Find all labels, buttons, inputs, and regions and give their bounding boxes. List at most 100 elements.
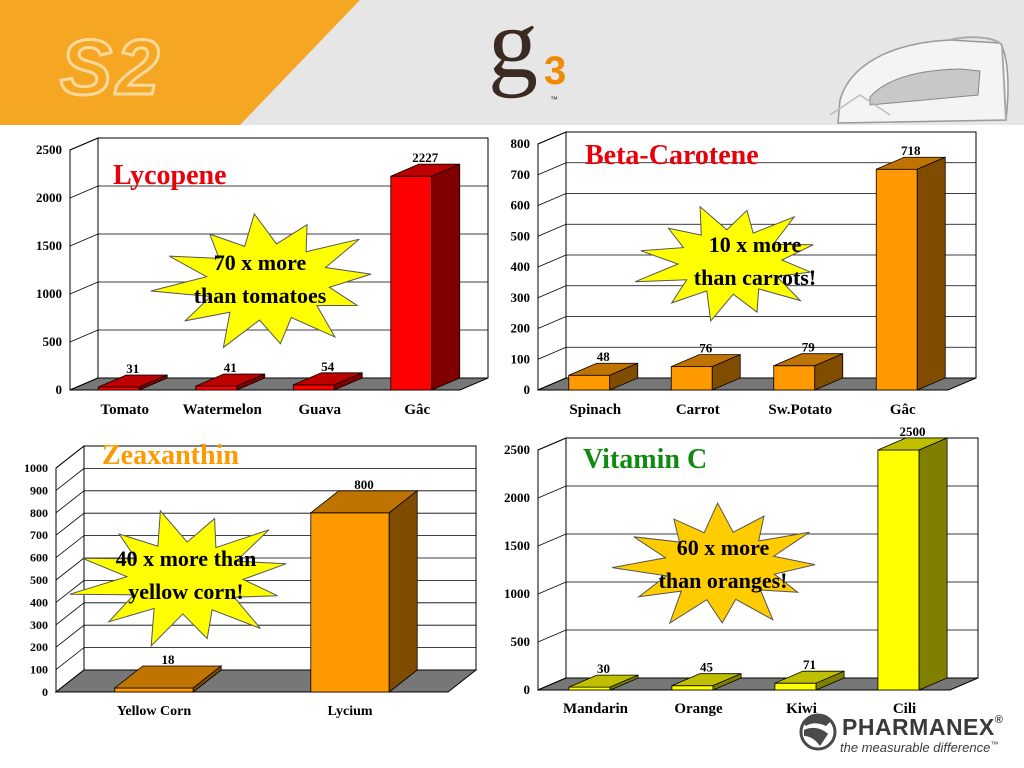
y-tick-label: 300 — [511, 290, 531, 305]
y-tick-label: 1000 — [504, 586, 530, 601]
data-label: 48 — [597, 349, 611, 364]
y-tick-label: 800 — [30, 506, 48, 520]
gridline — [537, 193, 976, 206]
bar-side — [609, 362, 639, 391]
burst-text-vitamin-c: 60 x more than oranges! — [623, 531, 823, 597]
bar — [773, 365, 816, 391]
burst-line: 60 x more — [676, 535, 770, 560]
g3-logo-g: g — [488, 2, 538, 99]
company-tagline: the measurable difference — [840, 740, 991, 755]
bar — [195, 385, 238, 391]
burst-callout — [635, 205, 814, 323]
gridline — [537, 346, 976, 360]
x-tick-label: Orange — [674, 701, 723, 717]
bar — [292, 384, 335, 391]
chart-title-beta-carotene: Beta-Carotene — [585, 140, 759, 171]
x-tick-label: Cili — [893, 701, 916, 717]
y-tick-label: 0 — [524, 682, 531, 697]
bar — [568, 686, 611, 691]
burst-line: 70 x more — [213, 250, 307, 275]
burst-text-lycopene: 70 x more than tomatoes — [160, 246, 360, 312]
gridline — [537, 254, 976, 268]
x-tick-label: Gâc — [404, 402, 430, 418]
data-label: 31 — [126, 361, 139, 376]
y-tick-label: 700 — [511, 167, 531, 182]
y-tick-label: 500 — [511, 228, 531, 243]
data-label: 71 — [803, 657, 816, 672]
gridline — [69, 185, 488, 199]
gridline — [537, 629, 978, 643]
y-tick-label: 2500 — [504, 442, 530, 457]
bar-side — [333, 372, 363, 391]
bar-side — [192, 665, 222, 693]
bar — [875, 168, 918, 391]
gridline — [537, 131, 976, 145]
y-tick-label: 0 — [42, 685, 48, 699]
bar — [568, 374, 611, 391]
company-tagline-tm: ™ — [990, 740, 999, 749]
y-tick-label: 2500 — [36, 142, 62, 157]
burst-line: than oranges! — [658, 568, 788, 593]
gridline — [55, 445, 476, 469]
chart-title-zeaxanthin: Zeaxanthin — [102, 440, 239, 471]
bar — [774, 682, 817, 691]
data-label: 800 — [354, 477, 374, 492]
y-tick-label: 0 — [56, 382, 63, 397]
x-tick-label: Guava — [298, 402, 341, 418]
bar — [114, 687, 194, 693]
g3-logo: g 3 ™ — [488, 2, 566, 104]
bar — [877, 449, 920, 691]
x-tick-label: Gâc — [890, 402, 916, 418]
burst-line: than carrots! — [693, 265, 817, 290]
y-tick-label: 500 — [30, 573, 48, 587]
chart-title-vitamin-c: Vitamin C — [583, 444, 708, 475]
data-label: 30 — [597, 661, 610, 676]
y-tick-label: 400 — [30, 595, 48, 609]
bar — [670, 366, 713, 391]
burst-text-beta-carotene: 10 x more than carrots! — [655, 228, 855, 294]
chart-title-lycopene: Lycopene — [113, 160, 227, 191]
burst-callout — [150, 212, 372, 349]
y-tick-label: 700 — [30, 528, 48, 542]
data-label: 718 — [901, 143, 921, 158]
y-tick-label: 600 — [511, 198, 531, 213]
x-tick-label: Watermelon — [183, 402, 263, 418]
y-tick-label: 600 — [30, 551, 48, 565]
data-label: 2500 — [900, 424, 926, 439]
data-label: 18 — [162, 652, 176, 667]
device-image — [830, 36, 1009, 124]
x-tick-label: Tomato — [100, 402, 149, 418]
burst-line: yellow corn! — [128, 579, 244, 604]
gridline — [537, 316, 976, 329]
data-label: 76 — [699, 341, 713, 356]
y-tick-label: 1500 — [36, 238, 62, 253]
gridline — [537, 581, 978, 595]
bar-side — [918, 437, 948, 691]
y-tick-label: 1000 — [24, 461, 48, 475]
bar-side — [236, 373, 266, 391]
g3-logo-3: 3 — [544, 49, 566, 93]
gridline — [537, 223, 976, 237]
bar — [97, 386, 140, 391]
data-label: 79 — [802, 340, 816, 355]
gridline — [537, 162, 976, 176]
bar-side — [431, 163, 461, 391]
data-label: 45 — [700, 660, 714, 675]
bar-side — [712, 673, 742, 691]
bar — [390, 175, 433, 391]
data-label: 2227 — [412, 150, 439, 165]
gridline — [537, 437, 978, 451]
bar-side — [711, 354, 741, 391]
gridline — [69, 233, 488, 247]
chart-side-wall — [69, 137, 99, 391]
burst-line: than tomatoes — [193, 283, 327, 308]
gridline — [55, 467, 476, 491]
burst-line: 10 x more — [708, 232, 802, 257]
g3-logo-tm: ™ — [550, 95, 558, 104]
s2-logo: S2 — [58, 22, 164, 113]
x-tick-label: Kiwi — [786, 701, 817, 717]
gridline — [69, 281, 488, 295]
y-tick-label: 100 — [30, 663, 48, 677]
x-tick-label: Sw.Potato — [768, 402, 832, 418]
bar — [310, 512, 390, 693]
